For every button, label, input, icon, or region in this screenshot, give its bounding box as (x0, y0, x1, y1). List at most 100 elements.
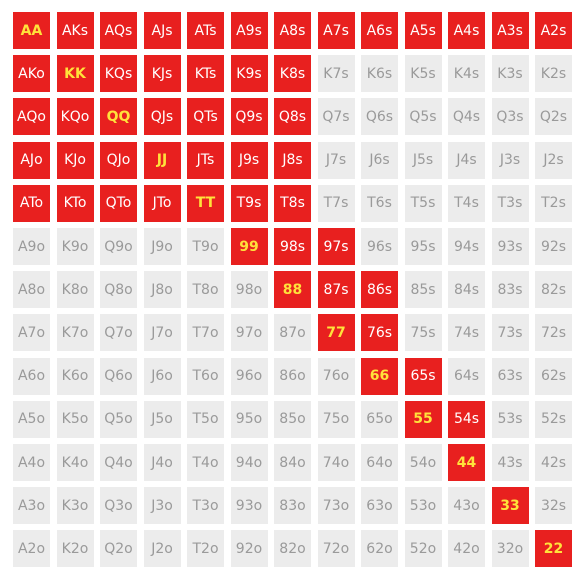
hand-cell[interactable]: 98o (230, 271, 268, 309)
hand-cell[interactable]: A9o (13, 228, 50, 265)
hand-cell[interactable]: JTo (143, 184, 181, 222)
hand-cell[interactable]: 93o (230, 487, 268, 525)
hand-cell[interactable]: Q5o (100, 400, 137, 438)
hand-cell[interactable]: 62s (535, 357, 572, 395)
hand-cell[interactable]: 88 (274, 271, 311, 309)
hand-cell[interactable]: J3o (143, 487, 181, 525)
hand-cell[interactable]: 33 (491, 487, 529, 525)
hand-cell[interactable]: A4s (448, 12, 485, 49)
hand-cell[interactable]: 95s (404, 228, 442, 265)
hand-cell[interactable]: K7o (56, 314, 94, 352)
hand-cell[interactable]: Q2s (535, 98, 572, 136)
hand-cell[interactable]: J7s (317, 141, 355, 179)
hand-cell[interactable]: J9o (143, 228, 181, 265)
hand-cell[interactable]: J7o (143, 314, 181, 352)
hand-cell[interactable]: ATs (187, 12, 224, 49)
hand-cell[interactable]: A6o (13, 357, 50, 395)
hand-cell[interactable]: AQs (100, 12, 137, 49)
hand-cell[interactable]: K2s (535, 55, 572, 93)
hand-cell[interactable]: AA (13, 12, 50, 49)
hand-cell[interactable]: Q3s (491, 98, 529, 136)
hand-cell[interactable]: J5o (143, 400, 181, 438)
hand-cell[interactable]: A7s (317, 12, 355, 49)
hand-cell[interactable]: T4o (187, 444, 224, 481)
hand-cell[interactable]: 99 (230, 228, 268, 265)
hand-cell[interactable]: 32o (491, 530, 529, 568)
hand-cell[interactable]: J8s (274, 141, 311, 179)
hand-cell[interactable]: 43o (448, 487, 485, 525)
hand-cell[interactable]: K4s (448, 55, 485, 93)
hand-cell[interactable]: JJ (143, 141, 181, 179)
hand-cell[interactable]: 98s (274, 228, 311, 265)
hand-cell[interactable]: J6s (361, 141, 398, 179)
hand-cell[interactable]: 53o (404, 487, 442, 525)
hand-cell[interactable]: 44 (448, 444, 485, 481)
hand-cell[interactable]: T7o (187, 314, 224, 352)
hand-cell[interactable]: AJo (13, 141, 50, 179)
hand-cell[interactable]: A3o (13, 487, 50, 525)
hand-cell[interactable]: 85o (274, 400, 311, 438)
hand-cell[interactable]: 92o (230, 530, 268, 568)
hand-cell[interactable]: 42o (448, 530, 485, 568)
hand-cell[interactable]: K4o (56, 444, 94, 481)
hand-cell[interactable]: 73s (491, 314, 529, 352)
hand-cell[interactable]: 63o (361, 487, 398, 525)
hand-cell[interactable]: Q4s (448, 98, 485, 136)
hand-cell[interactable]: KJo (56, 141, 94, 179)
hand-cell[interactable]: 74s (448, 314, 485, 352)
hand-cell[interactable]: JTs (187, 141, 224, 179)
hand-cell[interactable]: 72o (317, 530, 355, 568)
hand-cell[interactable]: T3s (491, 184, 529, 222)
hand-cell[interactable]: Q8s (274, 98, 311, 136)
hand-cell[interactable]: KTs (187, 55, 224, 93)
hand-cell[interactable]: J2s (535, 141, 572, 179)
hand-cell[interactable]: T8o (187, 271, 224, 309)
hand-cell[interactable]: 55 (404, 400, 442, 438)
hand-cell[interactable]: KQs (100, 55, 137, 93)
hand-cell[interactable]: 53s (491, 400, 529, 438)
hand-cell[interactable]: 52s (535, 400, 572, 438)
hand-cell[interactable]: 63s (491, 357, 529, 395)
hand-cell[interactable]: K3s (491, 55, 529, 93)
hand-cell[interactable]: KJs (143, 55, 181, 93)
hand-cell[interactable]: A8s (274, 12, 311, 49)
hand-cell[interactable]: A7o (13, 314, 50, 352)
hand-cell[interactable]: 87o (274, 314, 311, 352)
hand-cell[interactable]: AJs (143, 12, 181, 49)
hand-cell[interactable]: 97s (317, 228, 355, 265)
hand-cell[interactable]: 65s (404, 357, 442, 395)
hand-cell[interactable]: 75o (317, 400, 355, 438)
hand-cell[interactable]: QJs (143, 98, 181, 136)
hand-cell[interactable]: T6o (187, 357, 224, 395)
hand-cell[interactable]: K8s (274, 55, 311, 93)
hand-cell[interactable]: 73o (317, 487, 355, 525)
hand-cell[interactable]: 94o (230, 444, 268, 481)
hand-cell[interactable]: J8o (143, 271, 181, 309)
hand-cell[interactable]: 32s (535, 487, 572, 525)
hand-cell[interactable]: J6o (143, 357, 181, 395)
hand-cell[interactable]: Q9s (230, 98, 268, 136)
hand-cell[interactable]: J2o (143, 530, 181, 568)
hand-cell[interactable]: 96s (361, 228, 398, 265)
hand-cell[interactable]: T5s (404, 184, 442, 222)
hand-cell[interactable]: Q4o (100, 444, 137, 481)
hand-cell[interactable]: 86s (361, 271, 398, 309)
hand-cell[interactable]: 65o (361, 400, 398, 438)
hand-cell[interactable]: 52o (404, 530, 442, 568)
hand-cell[interactable]: T8s (274, 184, 311, 222)
hand-cell[interactable]: 83s (491, 271, 529, 309)
hand-cell[interactable]: K9s (230, 55, 268, 93)
hand-cell[interactable]: A5o (13, 400, 50, 438)
hand-cell[interactable]: A6s (361, 12, 398, 49)
hand-cell[interactable]: T9o (187, 228, 224, 265)
hand-cell[interactable]: 54o (404, 444, 442, 481)
hand-cell[interactable]: 94s (448, 228, 485, 265)
hand-cell[interactable]: K6o (56, 357, 94, 395)
hand-cell[interactable]: 76o (317, 357, 355, 395)
hand-cell[interactable]: 77 (317, 314, 355, 352)
hand-cell[interactable]: J5s (404, 141, 442, 179)
hand-cell[interactable]: 62o (361, 530, 398, 568)
hand-cell[interactable]: AKs (56, 12, 94, 49)
hand-cell[interactable]: 22 (535, 530, 572, 568)
hand-cell[interactable]: 42s (535, 444, 572, 481)
